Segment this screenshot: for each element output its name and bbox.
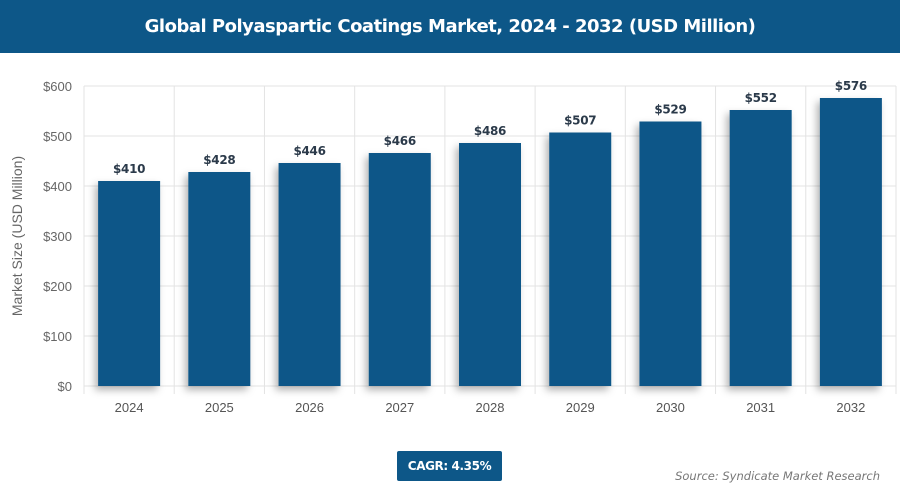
- x-tick-label: 2030: [656, 400, 685, 415]
- y-tick-label: $200: [43, 279, 72, 294]
- data-label: $486: [474, 124, 506, 138]
- x-tick-label: 2031: [746, 400, 775, 415]
- bar: [549, 132, 612, 386]
- x-tick-label: 2028: [476, 400, 505, 415]
- data-label: $446: [293, 144, 325, 158]
- bar: [819, 98, 882, 386]
- bar: [188, 172, 251, 386]
- chart-header: Global Polyaspartic Coatings Market, 202…: [0, 0, 900, 53]
- y-tick-label: $500: [43, 129, 72, 144]
- x-tick-label: 2024: [115, 400, 144, 415]
- bar: [98, 181, 161, 386]
- x-tick-label: 2027: [385, 400, 414, 415]
- bar: [729, 110, 792, 386]
- y-tick-label: $100: [43, 329, 72, 344]
- x-tick-label: 2029: [566, 400, 595, 415]
- y-tick-label: $0: [58, 379, 72, 394]
- data-label: $428: [203, 153, 235, 167]
- bar: [278, 163, 341, 386]
- y-tick-label: $300: [43, 229, 72, 244]
- source-note: Source: Syndicate Market Research: [675, 469, 880, 483]
- data-label: $507: [564, 114, 596, 128]
- y-axis-label: Market Size (USD Million): [9, 156, 25, 316]
- x-tick-label: 2026: [295, 400, 324, 415]
- y-tick-label: $600: [43, 79, 72, 94]
- data-label: $466: [384, 134, 416, 148]
- x-tick-label: 2025: [205, 400, 234, 415]
- cagr-badge: CAGR: 4.35%: [397, 451, 502, 481]
- x-tick-label: 2032: [836, 400, 865, 415]
- data-label: $552: [745, 91, 777, 105]
- data-label: $529: [654, 103, 686, 117]
- data-label: $410: [113, 162, 145, 176]
- bar: [459, 143, 521, 386]
- bar: [639, 121, 702, 386]
- chart-title: Global Polyaspartic Coatings Market, 202…: [144, 16, 756, 37]
- y-tick-label: $400: [43, 179, 72, 194]
- bar: [368, 153, 431, 386]
- data-label: $576: [835, 79, 867, 93]
